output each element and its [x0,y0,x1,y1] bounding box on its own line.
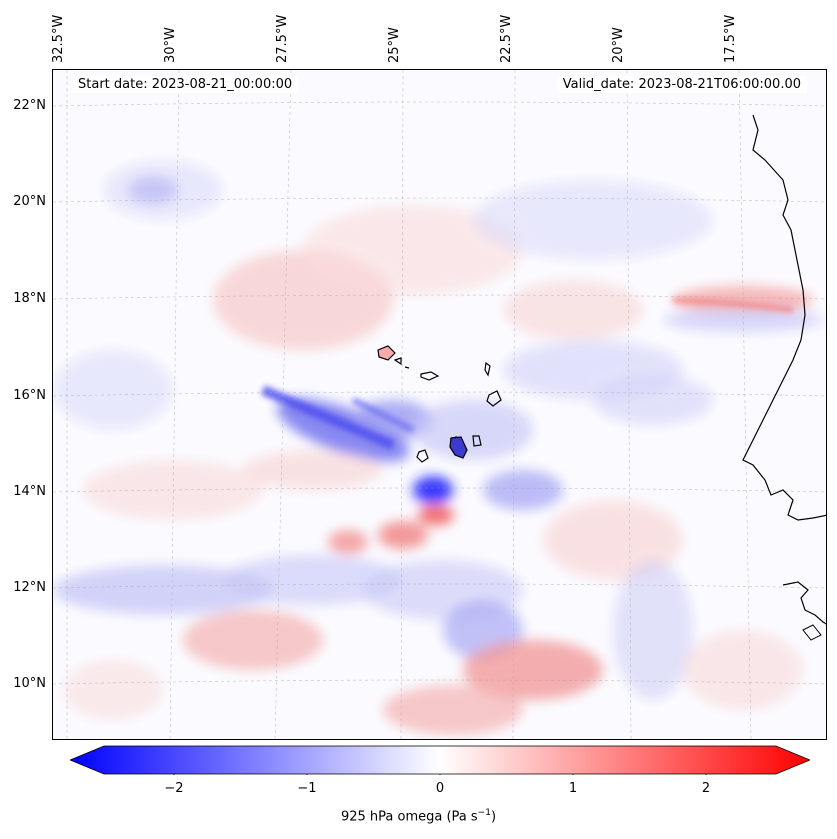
lat-label-16n: 16°N [13,388,46,403]
colorbar-tick: 1 [568,781,578,796]
omega-field-svg [53,70,826,739]
coastline-africa [742,114,826,521]
lon-label-25w: 25°W [387,27,402,63]
lon-label-17-5w: 17.5°W [723,14,738,63]
lon-label-27-5w: 27.5°W [275,14,290,63]
omega-map [52,69,827,740]
cape-verde-islands [377,345,502,463]
graticule [53,70,826,739]
omega-streaks [261,297,794,450]
colorbar-tick: −1 [297,781,317,796]
lat-label-14n: 14°N [13,484,46,499]
colorbar-tick: −2 [164,781,184,796]
lat-label-22n: 22°N [13,98,46,113]
colorbar-tick: 2 [701,781,711,796]
start-date: Start date: 2023-08-21_00:00:00 [72,76,299,93]
lon-label-30w: 30°W [163,27,178,63]
lon-label-22-5w: 22.5°W [499,14,514,63]
valid-date: Valid_date: 2023-08-21T06:00:00.00 [556,76,807,93]
colorbar [68,745,812,778]
lon-label-20w: 20°W [611,27,626,63]
colorbar-tick: 0 [435,781,445,796]
lat-label-18n: 18°N [13,291,46,306]
lat-label-10n: 10°N [13,676,46,691]
lon-label-32-5w: 32.5°W [51,14,66,63]
lat-label-20n: 20°N [13,194,46,209]
lat-label-12n: 12°N [13,580,46,595]
colorbar-label: 925 hPa omega (Pa s−1) [340,808,497,825]
omega-field [53,160,823,735]
